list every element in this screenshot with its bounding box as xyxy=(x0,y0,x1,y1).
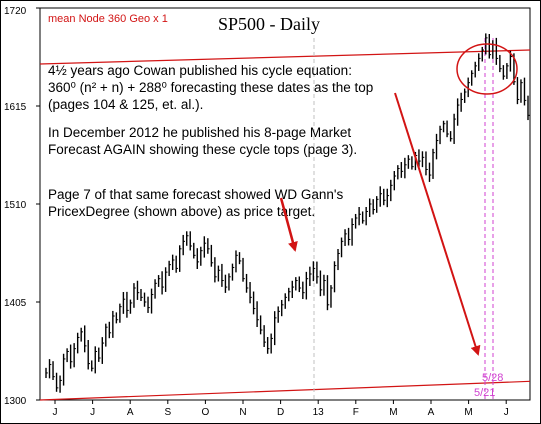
chart-title: SP500 - Daily xyxy=(218,14,320,34)
y-axis: 1300 1405 1510 1615 1720 xyxy=(4,6,40,407)
overlay-lines xyxy=(39,38,531,401)
annotation-line: 360⁰ (n² + n) + 288⁰ forecasting these d… xyxy=(48,80,373,95)
arrow-to-price-target xyxy=(279,197,298,252)
top-highlight-circle xyxy=(456,43,518,95)
x-tick-label: M xyxy=(389,407,397,418)
date-label-528: 5/28 xyxy=(482,372,503,384)
arrow-to-cycle-dates xyxy=(394,92,481,356)
x-tick-label: M xyxy=(464,407,472,418)
x-axis: J J A S O N D 13 F M A M J xyxy=(53,400,509,418)
node-line xyxy=(39,49,531,65)
x-tick-label: S xyxy=(164,407,171,418)
indicator-label: mean Node 360 Geo x 1 xyxy=(48,13,168,25)
x-tick-label: N xyxy=(239,407,246,418)
y-tick-label: 1405 xyxy=(4,298,27,309)
annotation-line: PricexDegree (shown above) as price targ… xyxy=(48,204,315,219)
x-tick-label: J xyxy=(504,407,509,418)
annotation-line: Page 7 of that same forecast showed WD G… xyxy=(48,187,343,202)
annotation-text: 4½ years ago Cowan published his cycle e… xyxy=(48,63,373,219)
y-tick-label: 1615 xyxy=(4,102,27,113)
annotation-line: 4½ years ago Cowan published his cycle e… xyxy=(48,63,352,78)
x-tick-label: O xyxy=(202,407,210,418)
date-label-521: 5/21 xyxy=(474,387,495,399)
annotation-line: Forecast AGAIN showing these cycle tops … xyxy=(48,142,357,157)
x-tick-label: J xyxy=(53,407,58,418)
x-tick-label: A xyxy=(127,407,134,418)
y-tick-label: 1300 xyxy=(4,396,27,407)
x-tick-label: J xyxy=(90,407,95,418)
x-tick-label: F xyxy=(353,407,359,418)
y-tick-label: 1510 xyxy=(4,200,27,211)
price-series xyxy=(45,33,530,393)
x-tick-label: 13 xyxy=(313,407,325,418)
x-tick-label: A xyxy=(428,407,435,418)
node-line xyxy=(39,380,531,401)
annotation-line: (pages 104 & 125, et. al.). xyxy=(48,97,203,112)
y-tick-label: 1720 xyxy=(4,6,27,17)
annotation-line: In December 2012 he published his 8-page… xyxy=(48,125,351,140)
x-tick-label: D xyxy=(277,407,284,418)
